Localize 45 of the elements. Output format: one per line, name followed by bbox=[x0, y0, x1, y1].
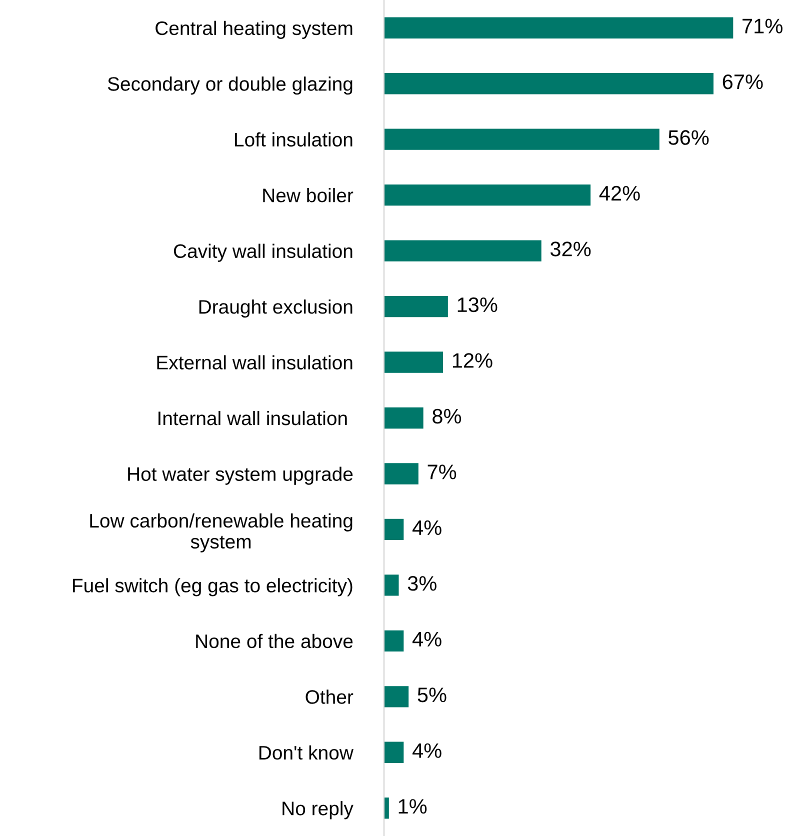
bar bbox=[384, 742, 404, 763]
data-label: 4% bbox=[412, 743, 442, 758]
data-label: 3% bbox=[408, 576, 436, 591]
data-label: 12% bbox=[452, 353, 492, 368]
bar bbox=[384, 686, 409, 708]
data-label: 4% bbox=[412, 632, 442, 646]
data-label: 8% bbox=[432, 408, 462, 424]
bar bbox=[384, 17, 734, 38]
y-tick-label: New boiler bbox=[263, 188, 354, 202]
y-tick-label: Secondary or double glazing bbox=[108, 76, 352, 95]
data-label: 13% bbox=[458, 297, 498, 312]
bar bbox=[384, 296, 448, 318]
y-tick-label: Central heating system bbox=[156, 20, 352, 39]
data-label: 67% bbox=[722, 74, 763, 90]
bar bbox=[384, 73, 714, 94]
y-tick-label: External wall insulation bbox=[157, 355, 352, 370]
y-tick-label: Other bbox=[306, 690, 354, 704]
bar bbox=[384, 184, 591, 206]
bar bbox=[384, 630, 404, 652]
data-label: 42% bbox=[599, 186, 640, 201]
y-tick-label: Internal wall insulation bbox=[158, 410, 347, 426]
y-tick-label: No reply bbox=[282, 801, 354, 820]
data-label: 4% bbox=[412, 520, 442, 535]
data-label: 7% bbox=[428, 464, 456, 480]
bar bbox=[384, 128, 660, 150]
bar bbox=[384, 352, 444, 373]
y-tick-label: Loft insulation bbox=[235, 132, 352, 147]
data-label: 71% bbox=[742, 18, 782, 34]
y-tick-label: Fuel switch (eg gas to electricity) bbox=[73, 578, 352, 596]
y-tick-label: Draught exclusion bbox=[199, 299, 352, 318]
data-label: 32% bbox=[550, 242, 591, 256]
y-tick-label: Low carbon/renewable heating system bbox=[90, 513, 352, 552]
bar bbox=[384, 240, 542, 262]
data-label: 5% bbox=[418, 688, 446, 702]
bar bbox=[384, 407, 424, 429]
y-tick-label: None of the above bbox=[196, 634, 353, 648]
data-label: 1% bbox=[398, 799, 427, 814]
bar bbox=[384, 518, 404, 540]
data-label: 56% bbox=[668, 130, 709, 145]
bar bbox=[384, 798, 389, 819]
bar bbox=[384, 574, 399, 596]
y-tick-label: Cavity wall insulation bbox=[174, 244, 352, 262]
y-tick-label: Hot water system upgrade bbox=[128, 466, 353, 485]
bar bbox=[384, 463, 418, 484]
y-tick-label: Don't know bbox=[259, 745, 354, 760]
